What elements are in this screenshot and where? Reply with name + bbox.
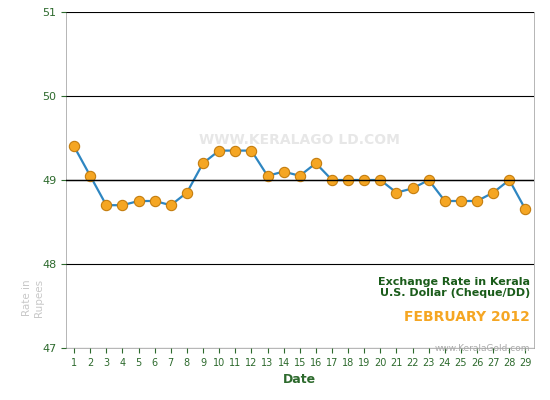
Point bbox=[456, 198, 465, 204]
Point bbox=[311, 160, 320, 166]
Point bbox=[376, 177, 385, 183]
Point bbox=[70, 143, 79, 150]
Point bbox=[344, 177, 353, 183]
Point bbox=[231, 147, 240, 154]
Point bbox=[424, 177, 433, 183]
Point bbox=[247, 147, 256, 154]
Point bbox=[134, 198, 143, 204]
Point bbox=[505, 177, 514, 183]
Point bbox=[118, 202, 127, 208]
Point bbox=[328, 177, 337, 183]
Point bbox=[360, 177, 368, 183]
Point bbox=[408, 185, 417, 192]
Point bbox=[263, 173, 272, 179]
Point bbox=[295, 173, 304, 179]
Point bbox=[214, 147, 223, 154]
Point bbox=[392, 189, 401, 196]
Text: Rate in
Rupees: Rate in Rupees bbox=[23, 278, 44, 317]
Point bbox=[521, 206, 530, 213]
Point bbox=[167, 202, 175, 208]
Point bbox=[279, 168, 288, 175]
Text: Exchange Rate in Kerala
U.S. Dollar (Cheque/DD): Exchange Rate in Kerala U.S. Dollar (Che… bbox=[378, 276, 530, 298]
Text: FEBRUARY 2012: FEBRUARY 2012 bbox=[404, 310, 530, 324]
Point bbox=[441, 198, 449, 204]
Text: www.KeralaGold.com: www.KeralaGold.com bbox=[435, 344, 530, 353]
Point bbox=[102, 202, 111, 208]
Point bbox=[472, 198, 481, 204]
Point bbox=[199, 160, 207, 166]
Point bbox=[86, 173, 95, 179]
Text: WWW.KERALAGO LD.COM: WWW.KERALAGO LD.COM bbox=[199, 133, 400, 147]
Point bbox=[183, 189, 191, 196]
Point bbox=[489, 189, 498, 196]
Point bbox=[150, 198, 159, 204]
X-axis label: Date: Date bbox=[283, 373, 316, 386]
